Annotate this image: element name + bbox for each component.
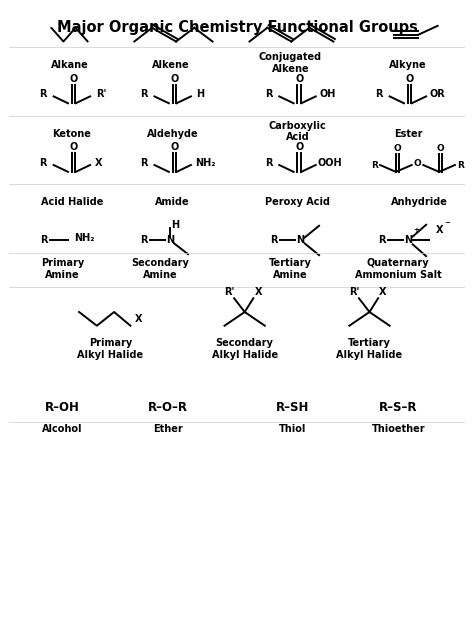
Text: O: O <box>295 142 303 152</box>
Text: OH: OH <box>319 89 336 99</box>
Text: Amide: Amide <box>155 197 190 207</box>
Text: N: N <box>404 235 412 245</box>
Text: O: O <box>69 142 78 152</box>
Text: R: R <box>270 235 277 245</box>
Text: O: O <box>414 158 421 167</box>
Text: R': R' <box>96 89 107 99</box>
Text: Peroxy Acid: Peroxy Acid <box>265 197 330 207</box>
Text: O: O <box>170 74 179 84</box>
Text: OOH: OOH <box>318 158 342 168</box>
Text: Ether: Ether <box>153 424 183 434</box>
Text: Conjugated
Alkene: Conjugated Alkene <box>259 52 322 74</box>
Text: X: X <box>255 287 262 297</box>
Text: Aldehyde: Aldehyde <box>147 129 199 139</box>
Text: Alkane: Alkane <box>51 60 88 70</box>
Text: Alcohol: Alcohol <box>42 424 82 434</box>
Text: R: R <box>140 235 147 245</box>
Text: O: O <box>394 144 401 153</box>
Text: Tertiary
Amine: Tertiary Amine <box>269 258 312 280</box>
Text: R: R <box>457 160 464 170</box>
Text: N: N <box>166 235 174 245</box>
Text: Ketone: Ketone <box>53 129 91 139</box>
Text: X: X <box>435 225 443 235</box>
Text: Thioether: Thioether <box>372 424 425 434</box>
Text: R': R' <box>349 287 359 297</box>
Text: X: X <box>379 287 387 297</box>
Text: H: H <box>171 220 179 230</box>
Text: Anhydride: Anhydride <box>392 197 448 207</box>
Text: R–S–R: R–S–R <box>379 401 418 414</box>
Text: OR: OR <box>430 89 446 99</box>
Text: R–O–R: R–O–R <box>148 401 188 414</box>
Text: Tertiary
Alkyl Halide: Tertiary Alkyl Halide <box>337 338 402 359</box>
Text: Primary
Amine: Primary Amine <box>41 258 84 280</box>
Text: N: N <box>296 235 304 245</box>
Text: Secondary
Amine: Secondary Amine <box>132 258 190 280</box>
Text: Ester: Ester <box>393 129 422 139</box>
Text: H: H <box>196 89 205 99</box>
Text: R: R <box>375 89 383 99</box>
Text: Carboxylic
Acid: Carboxylic Acid <box>269 121 327 142</box>
Text: R': R' <box>224 287 235 297</box>
Text: O: O <box>170 142 179 152</box>
Text: +: + <box>414 227 419 233</box>
Text: R: R <box>39 158 47 168</box>
Text: Secondary
Alkyl Halide: Secondary Alkyl Halide <box>211 338 278 359</box>
Text: O: O <box>405 74 414 84</box>
Text: Quaternary
Ammonium Salt: Quaternary Ammonium Salt <box>355 258 442 280</box>
Text: R: R <box>378 235 385 245</box>
Text: R: R <box>40 235 48 245</box>
Text: Alkyne: Alkyne <box>389 60 427 70</box>
Text: R: R <box>371 160 378 170</box>
Text: NH₂: NH₂ <box>195 158 216 168</box>
Text: Thiol: Thiol <box>279 424 306 434</box>
Text: R: R <box>39 89 47 99</box>
Text: O: O <box>295 74 303 84</box>
Text: R: R <box>140 89 147 99</box>
Text: NH₂: NH₂ <box>73 233 94 243</box>
Text: Alkene: Alkene <box>152 60 189 70</box>
Text: R: R <box>140 158 147 168</box>
Text: X: X <box>94 158 102 168</box>
Text: R–SH: R–SH <box>276 401 310 414</box>
Text: R–OH: R–OH <box>45 401 80 414</box>
Text: R: R <box>265 158 273 168</box>
Text: Acid Halide: Acid Halide <box>41 197 103 207</box>
Text: O: O <box>437 144 445 153</box>
Text: X: X <box>134 314 142 324</box>
Text: −: − <box>444 220 450 226</box>
Text: Major Organic Chemistry Functional Groups: Major Organic Chemistry Functional Group… <box>56 20 418 35</box>
Text: O: O <box>69 74 78 84</box>
Text: R: R <box>265 89 273 99</box>
Text: Primary
Alkyl Halide: Primary Alkyl Halide <box>77 338 143 359</box>
